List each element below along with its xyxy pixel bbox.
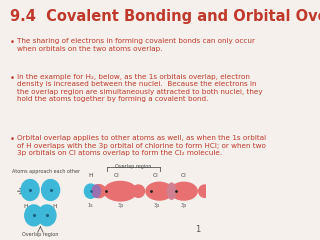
Ellipse shape	[199, 185, 211, 197]
Ellipse shape	[104, 181, 137, 201]
Text: 3p: 3p	[154, 203, 160, 208]
Circle shape	[21, 180, 39, 200]
Text: Cl: Cl	[152, 173, 158, 178]
Text: 3p: 3p	[181, 203, 187, 208]
Text: Overlap region: Overlap region	[116, 164, 152, 169]
Text: 3p: 3p	[117, 203, 124, 208]
Text: H: H	[53, 204, 57, 209]
Circle shape	[25, 205, 43, 226]
Text: Overlap region: Overlap region	[22, 232, 59, 237]
Ellipse shape	[92, 185, 106, 198]
Text: 1s: 1s	[88, 203, 93, 208]
Text: Cl: Cl	[181, 173, 187, 178]
Ellipse shape	[132, 185, 145, 197]
Text: 1: 1	[195, 225, 200, 234]
Text: •: •	[10, 135, 15, 144]
Text: H: H	[23, 204, 28, 209]
Ellipse shape	[92, 185, 100, 197]
Text: H: H	[88, 173, 93, 178]
Text: Cl: Cl	[113, 173, 119, 178]
Circle shape	[42, 180, 60, 200]
Text: Orbital overlap applies to other atoms as well, as when the 1s orbital
of H over: Orbital overlap applies to other atoms a…	[17, 135, 266, 156]
Text: The sharing of electrons in forming covalent bonds can only occur
when orbitals : The sharing of electrons in forming cova…	[17, 38, 255, 52]
Circle shape	[38, 205, 56, 226]
Text: 9.4  Covalent Bonding and Orbital Overlap: 9.4 Covalent Bonding and Orbital Overlap	[10, 8, 320, 24]
Text: •: •	[10, 38, 15, 47]
Ellipse shape	[171, 182, 197, 200]
Ellipse shape	[146, 182, 172, 200]
Text: •: •	[10, 74, 15, 83]
Ellipse shape	[167, 183, 176, 199]
Circle shape	[84, 184, 97, 198]
Text: Atoms approach each other: Atoms approach each other	[12, 169, 80, 174]
Text: In the example for H₂, below, as the 1s orbitals overlap, electron
density is in: In the example for H₂, below, as the 1s …	[17, 74, 262, 102]
